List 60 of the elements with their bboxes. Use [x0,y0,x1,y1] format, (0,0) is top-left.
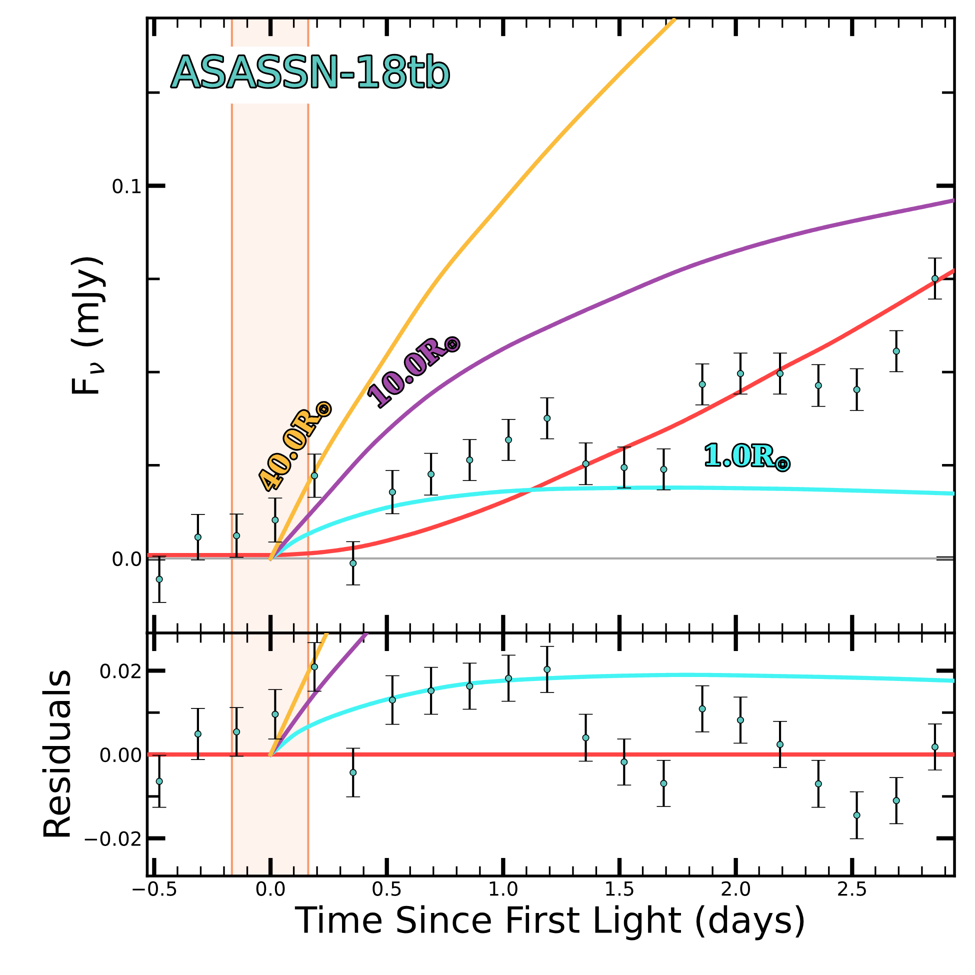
point [582,460,590,468]
x-tick-label: 0.0 [256,881,285,896]
point [428,470,435,478]
point [660,780,668,787]
y-tick-label: 0.00 [100,747,142,762]
y-tick-label: 0.1 [112,178,141,194]
text: 40.0R$_{⊙}$ [256,394,333,496]
point [814,780,822,788]
point [931,743,939,751]
point [350,560,357,567]
point [272,516,279,524]
point [388,488,396,496]
text: 10.0R$_{⊙}$ [366,326,462,411]
point [233,728,240,736]
point [582,734,590,742]
y-axis-title: F$_{ν}$ (mJy) [70,257,106,394]
x-tick-label: 2.0 [722,881,750,896]
point [736,370,744,378]
point [814,382,822,390]
point [931,275,939,282]
point [194,534,202,541]
point [310,663,318,670]
point [156,576,163,583]
x-tick-label: −0.5 [132,881,176,896]
point [428,687,435,694]
point [504,436,512,444]
x-tick-label: 1.0 [490,881,518,896]
point [272,710,279,718]
point [853,812,860,819]
point [466,456,474,464]
point [660,466,668,473]
point [233,532,240,540]
y-tick-label: 0.0 [112,551,142,566]
point [156,778,163,785]
point [544,666,551,673]
point [350,768,357,776]
point [776,740,784,748]
point [736,716,744,724]
point [892,348,900,355]
point [544,414,551,422]
y-tick-label: −0.02 [84,831,140,846]
x-axis-title: Time Since First Light (days) [294,905,804,940]
point [620,758,628,766]
point [698,380,706,388]
series-label: 1.0R$_{⊙}$ [706,444,790,471]
point [776,370,784,378]
point [388,696,396,704]
annotation: ASASSN-18tb [172,54,448,88]
y-axis-title: Residuals [42,670,70,837]
point [466,682,474,690]
x-tick-label: 1.5 [606,881,634,896]
x-tick-label: 0.5 [372,881,401,896]
point [698,705,706,712]
point [194,730,202,738]
point [892,797,900,804]
point [853,386,860,394]
point [504,674,512,682]
point [620,464,628,472]
y-tick-label: 0.02 [100,664,140,678]
x-tick-label: 2.5 [838,881,866,896]
